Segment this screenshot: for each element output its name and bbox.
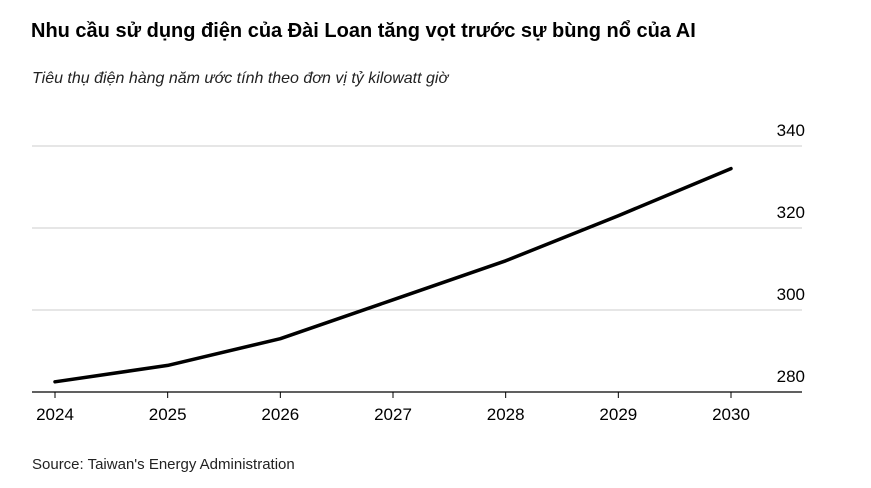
- x-tick-label: 2029: [599, 405, 637, 424]
- y-axis-labels: 280 300 320 340: [777, 121, 805, 386]
- x-tick-label: 2027: [374, 405, 412, 424]
- chart-title: Nhu cầu sử dụng điện của Đài Loan tăng v…: [31, 20, 696, 42]
- y-tick-label: 280: [777, 367, 805, 386]
- x-tick-label: 2030: [712, 405, 750, 424]
- series-line: [53, 166, 733, 384]
- series-layer: [53, 166, 733, 384]
- chart-subtitle: Tiêu thụ điện hàng năm ước tính theo đơn…: [32, 70, 449, 87]
- y-tick-label: 300: [777, 285, 805, 304]
- x-tick-label: 2028: [487, 405, 525, 424]
- x-tick-label: 2025: [149, 405, 187, 424]
- x-tick-label: 2026: [261, 405, 299, 424]
- line-chart: 280 300 320 340 2024 2025 2026 2027 2028 2029 203…: [32, 121, 805, 424]
- y-tick-label: 340: [777, 121, 805, 140]
- gridlines: [32, 145, 802, 311]
- x-axis: 2024 2025 2026 2027 2028 2029 2030: [32, 391, 802, 424]
- source-note: Source: Taiwan's Energy Administration: [32, 456, 295, 473]
- y-tick-label: 320: [777, 203, 805, 222]
- x-tick-label: 2024: [36, 405, 74, 424]
